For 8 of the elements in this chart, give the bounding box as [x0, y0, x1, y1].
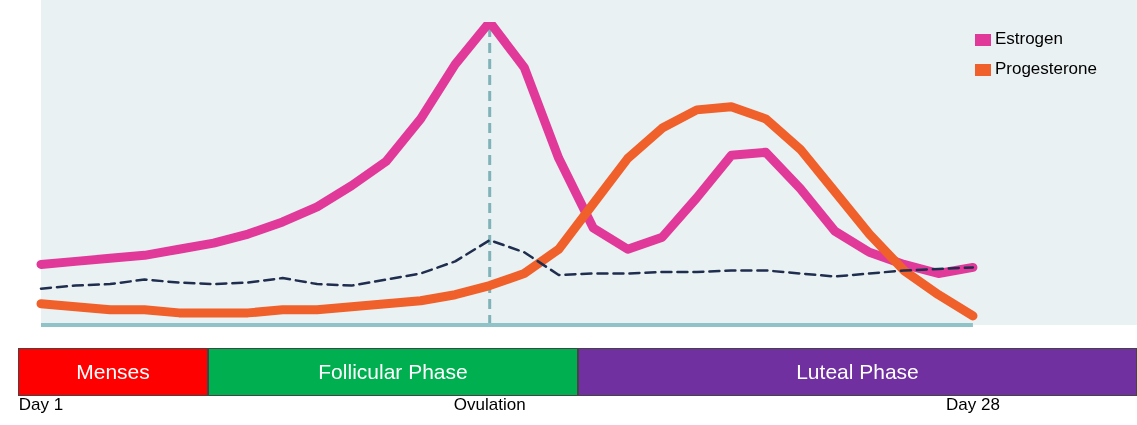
legend-label: Progesterone [994, 59, 1097, 78]
x-tick-label: Ovulation [453, 395, 526, 414]
text: Menses [18, 348, 208, 396]
text: Follicular Phase [208, 348, 578, 396]
text: Luteal Phase [578, 348, 1137, 396]
x-tick-label: Day 1 [18, 395, 64, 414]
x-tick-label: Day 28 [945, 395, 1000, 414]
legend-label: Estrogen [994, 29, 1063, 48]
